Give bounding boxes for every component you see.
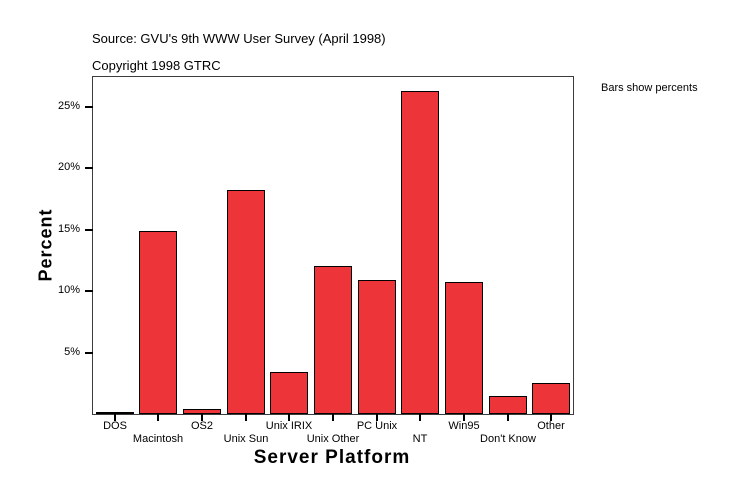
bar-don-t-know (489, 396, 527, 414)
x-tick-label: Unix IRIX (265, 420, 313, 432)
y-tick-mark (85, 351, 93, 354)
x-tick-mark (245, 414, 247, 421)
x-tick-label: Unix Sun (223, 433, 269, 445)
copyright-line: Copyright 1998 GTRC (92, 58, 221, 73)
x-tick-mark (376, 414, 378, 421)
x-tick-label: PC Unix (356, 420, 398, 432)
y-axis-title: Percent (35, 208, 56, 282)
y-tick-mark (85, 105, 93, 108)
x-tick-mark (507, 414, 509, 421)
x-tick-mark (463, 414, 465, 421)
x-tick-label: Other (537, 420, 565, 432)
bar-unix-other (314, 266, 352, 414)
bar-os2 (183, 409, 221, 414)
bar-pc-unix (358, 280, 396, 414)
y-tick-label: 20% (57, 161, 80, 173)
bar-dos (96, 412, 134, 414)
x-tick-label: Macintosh (132, 433, 184, 445)
x-tick-mark (550, 414, 552, 421)
y-tick-mark (85, 167, 93, 169)
x-axis-title: Server Platform (253, 447, 411, 468)
bar-other (532, 383, 570, 414)
x-tick-mark (332, 414, 334, 421)
x-tick-mark (201, 414, 203, 421)
bar-macintosh (139, 231, 177, 414)
x-tick-label: Win95 (448, 420, 480, 432)
x-tick-label: DOS (103, 420, 127, 432)
bar-nt (401, 91, 439, 414)
x-tick-mark (114, 414, 116, 421)
source-line: Source: GVU's 9th WWW User Survey (April… (92, 31, 386, 46)
bar-unix-sun (227, 190, 265, 414)
bar-unix-irix (270, 372, 308, 414)
plot-area: 5% 10% 15% 20% 25% DOS Macintosh OS2 Unix Sun Uni… (58, 76, 574, 445)
y-tick-label: 10% (57, 284, 80, 296)
x-tick-label: NT (412, 433, 428, 445)
bars-show-percents-note: Bars show percents (601, 82, 698, 94)
y-tick-label: 5% (64, 345, 80, 358)
y-tick-label: 25% (57, 99, 80, 112)
y-tick-mark (85, 290, 93, 292)
x-tick-mark (288, 414, 290, 421)
x-tick-label: OS2 (190, 420, 214, 432)
x-tick-mark (419, 414, 421, 421)
x-tick-label: Don't Know (480, 433, 536, 445)
y-tick-mark (85, 228, 93, 231)
x-tick-label: Unix Other (306, 433, 360, 445)
bar-win95 (445, 282, 483, 414)
x-tick-mark (157, 414, 159, 421)
y-tick-label: 15% (57, 222, 80, 235)
